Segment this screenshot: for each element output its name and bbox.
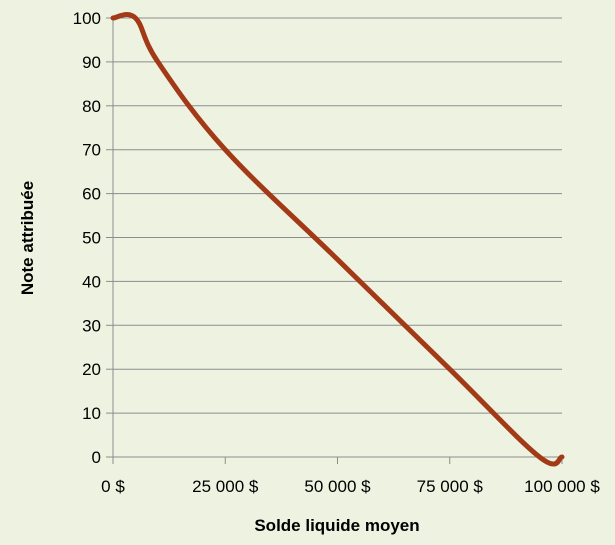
y-tick-label: 30 xyxy=(82,316,101,335)
y-tick-label: 80 xyxy=(82,97,101,116)
x-tick-label: 25 000 $ xyxy=(192,477,259,496)
y-tick-label: 60 xyxy=(82,185,101,204)
y-axis-title: Note attribuée xyxy=(18,181,37,295)
x-tick-label: 100 000 $ xyxy=(524,477,600,496)
y-tick-label: 90 xyxy=(82,53,101,72)
tick-labels: 0 10 20 30 40 50 60 70 80 90 100 0 $ 25 000 $ 50 000 … xyxy=(73,9,601,496)
gridlines xyxy=(113,17,562,414)
x-axis-title: Solde liquide moyen xyxy=(254,516,419,535)
y-tick-label: 70 xyxy=(82,141,101,160)
x-tick-label: 50 000 $ xyxy=(304,477,371,496)
x-tick-label: 0 $ xyxy=(101,477,125,496)
y-tick-label: 50 xyxy=(82,229,101,248)
y-tick-label: 40 xyxy=(82,272,101,291)
x-tick-label: 75 000 $ xyxy=(417,477,484,496)
y-tick-label: 100 xyxy=(73,9,101,28)
axes xyxy=(106,17,563,464)
y-tick-label: 0 xyxy=(92,448,101,467)
y-tick-label: 10 xyxy=(82,404,101,423)
y-tick-label: 20 xyxy=(82,360,101,379)
series-line xyxy=(110,12,565,467)
series xyxy=(110,12,565,467)
